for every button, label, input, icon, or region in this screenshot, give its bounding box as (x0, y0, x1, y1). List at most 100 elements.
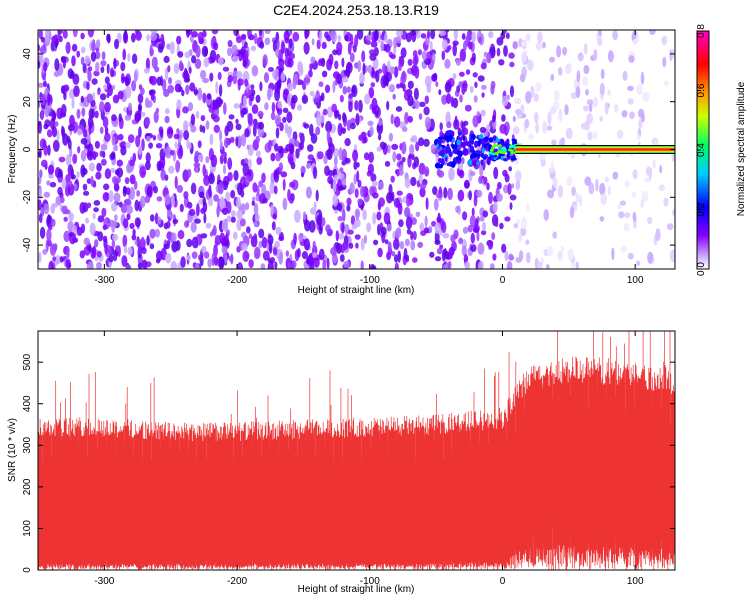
noise-speckle (354, 188, 359, 199)
signal-onset-speckle (438, 151, 445, 156)
noise-speckle (525, 239, 530, 245)
noise-speckle (100, 60, 107, 67)
noise-speckle (166, 43, 171, 50)
noise-speckle (482, 210, 489, 218)
noise-speckle (452, 43, 458, 57)
noise-speckle (117, 90, 124, 100)
noise-speckle (478, 36, 483, 44)
noise-speckle (503, 45, 508, 57)
noise-speckle (235, 123, 242, 131)
noise-speckle (547, 189, 555, 199)
noise-speckle (439, 30, 447, 37)
noise-speckle (92, 92, 96, 103)
noise-speckle (370, 40, 378, 48)
noise-speckle (400, 71, 407, 84)
noise-speckle (472, 72, 478, 78)
noise-speckle (250, 45, 257, 52)
noise-speckle (344, 157, 351, 164)
noise-speckle (599, 216, 605, 222)
noise-speckle (38, 199, 42, 211)
noise-speckle (614, 103, 619, 113)
noise-speckle (411, 135, 418, 143)
noise-speckle (80, 150, 87, 162)
noise-speckle (458, 237, 463, 245)
noise-speckle (38, 176, 42, 185)
noise-speckle (337, 34, 341, 42)
noise-speckle (593, 49, 598, 61)
noise-speckle (79, 250, 86, 259)
noise-speckle (267, 257, 271, 263)
noise-speckle (99, 126, 104, 134)
noise-speckle (90, 175, 94, 187)
noise-speckle (607, 89, 611, 96)
noise-speckle (88, 162, 96, 172)
noise-speckle (254, 246, 261, 259)
noise-speckle (468, 41, 473, 50)
noise-speckle (661, 35, 668, 46)
noise-speckle (498, 59, 505, 66)
noise-speckle (326, 129, 331, 143)
noise-speckle (63, 216, 68, 222)
noise-speckle (43, 203, 50, 215)
noise-speckle (48, 173, 55, 179)
noise-speckle (40, 94, 46, 106)
noise-speckle (282, 116, 287, 123)
noise-speckle (258, 240, 263, 248)
noise-speckle (97, 231, 104, 242)
noise-speckle (218, 256, 225, 269)
noise-speckle (257, 110, 264, 118)
noise-speckle (191, 236, 199, 249)
noise-speckle (564, 104, 569, 116)
signal-onset-speckle (460, 136, 463, 141)
noise-speckle (476, 230, 480, 242)
noise-speckle (164, 174, 169, 181)
noise-speckle (636, 83, 643, 96)
noise-speckle (157, 216, 162, 225)
noise-speckle (104, 244, 108, 255)
noise-speckle (512, 41, 518, 50)
noise-speckle (304, 30, 309, 40)
noise-speckle (344, 34, 349, 42)
noise-speckle (272, 70, 276, 79)
noise-speckle (488, 31, 494, 39)
noise-speckle (80, 56, 85, 66)
noise-speckle (669, 49, 673, 62)
noise-speckle (341, 127, 346, 134)
x-tick-label: -100 (360, 275, 380, 286)
noise-speckle (486, 51, 492, 64)
noise-speckle (258, 180, 264, 188)
noise-speckle (341, 148, 347, 161)
noise-speckle (378, 120, 382, 127)
noise-speckle (569, 206, 575, 219)
noise-speckle (49, 181, 57, 188)
noise-speckle (214, 234, 222, 246)
noise-speckle (434, 222, 441, 234)
noise-speckle (479, 164, 484, 177)
noise-speckle (565, 63, 572, 75)
noise-speckle (40, 36, 45, 43)
noise-speckle (209, 133, 214, 146)
noise-speckle (452, 73, 457, 80)
noise-speckle (600, 68, 605, 80)
noise-speckle (212, 225, 217, 237)
noise-speckle (535, 81, 542, 92)
noise-speckle (274, 114, 282, 126)
noise-speckle (621, 110, 628, 118)
colorbar-label: Normalized spectral amplitude (736, 81, 747, 216)
noise-speckle (233, 231, 238, 240)
noise-speckle (140, 87, 145, 96)
signal-onset-speckle (462, 134, 466, 142)
noise-speckle (264, 72, 269, 83)
noise-speckle (195, 110, 200, 119)
noise-speckle (648, 30, 656, 35)
noise-speckle (110, 220, 118, 227)
noise-speckle (380, 40, 385, 52)
noise-speckle (396, 30, 403, 37)
signal-onset-speckle (437, 136, 444, 140)
noise-speckle (142, 262, 148, 269)
noise-speckle (228, 114, 235, 120)
signal-onset-speckle (485, 145, 489, 150)
noise-speckle (300, 165, 306, 175)
noise-speckle (401, 156, 406, 163)
signal-onset-speckle (510, 157, 517, 161)
